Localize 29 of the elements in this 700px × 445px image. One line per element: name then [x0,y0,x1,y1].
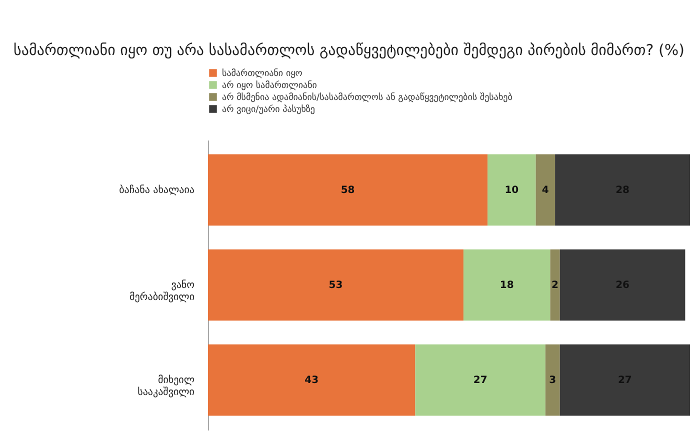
bar [560,344,690,416]
y-tick-label: ბაჩანა ახალაია [119,184,194,196]
bar [560,249,686,321]
data-label: 4 [542,184,549,196]
bar [488,154,536,226]
data-label: 18 [500,280,514,291]
bar [208,344,416,416]
bar [463,249,550,321]
data-label: 43 [304,375,319,386]
legend-label: არ მსმენია ადამიანის/სასამართლოს ან გადაწყვეტილების შესახებ [222,92,513,103]
data-label: 2 [552,280,559,291]
data-label: 27 [473,375,488,386]
data-label: 58 [340,184,355,196]
data-label: 10 [504,184,519,196]
data-label: 3 [549,375,556,386]
y-tick-label: მიხეილ სააკაშვილი [138,374,195,398]
bar [415,344,546,416]
legend-label: არ ვიცი/უარი პასუხზე [222,104,316,115]
y-tick-label: ვანო მერაბიშვილი [130,279,195,303]
data-label: 53 [328,280,343,291]
bar [208,154,488,226]
legend-label: არ იყო სამართლიანი [222,80,318,91]
bar [545,344,560,416]
bar [208,249,464,321]
bar [555,154,690,226]
bar [536,154,556,226]
bar [550,249,560,321]
chart-title: სამართლიანი იყო თუ არა სასამართლოს გადაწყვეტილებები შემდეგი პირების მიმართ? (%) [14,41,684,59]
legend-label: სამართლიანი იყო [222,68,302,79]
